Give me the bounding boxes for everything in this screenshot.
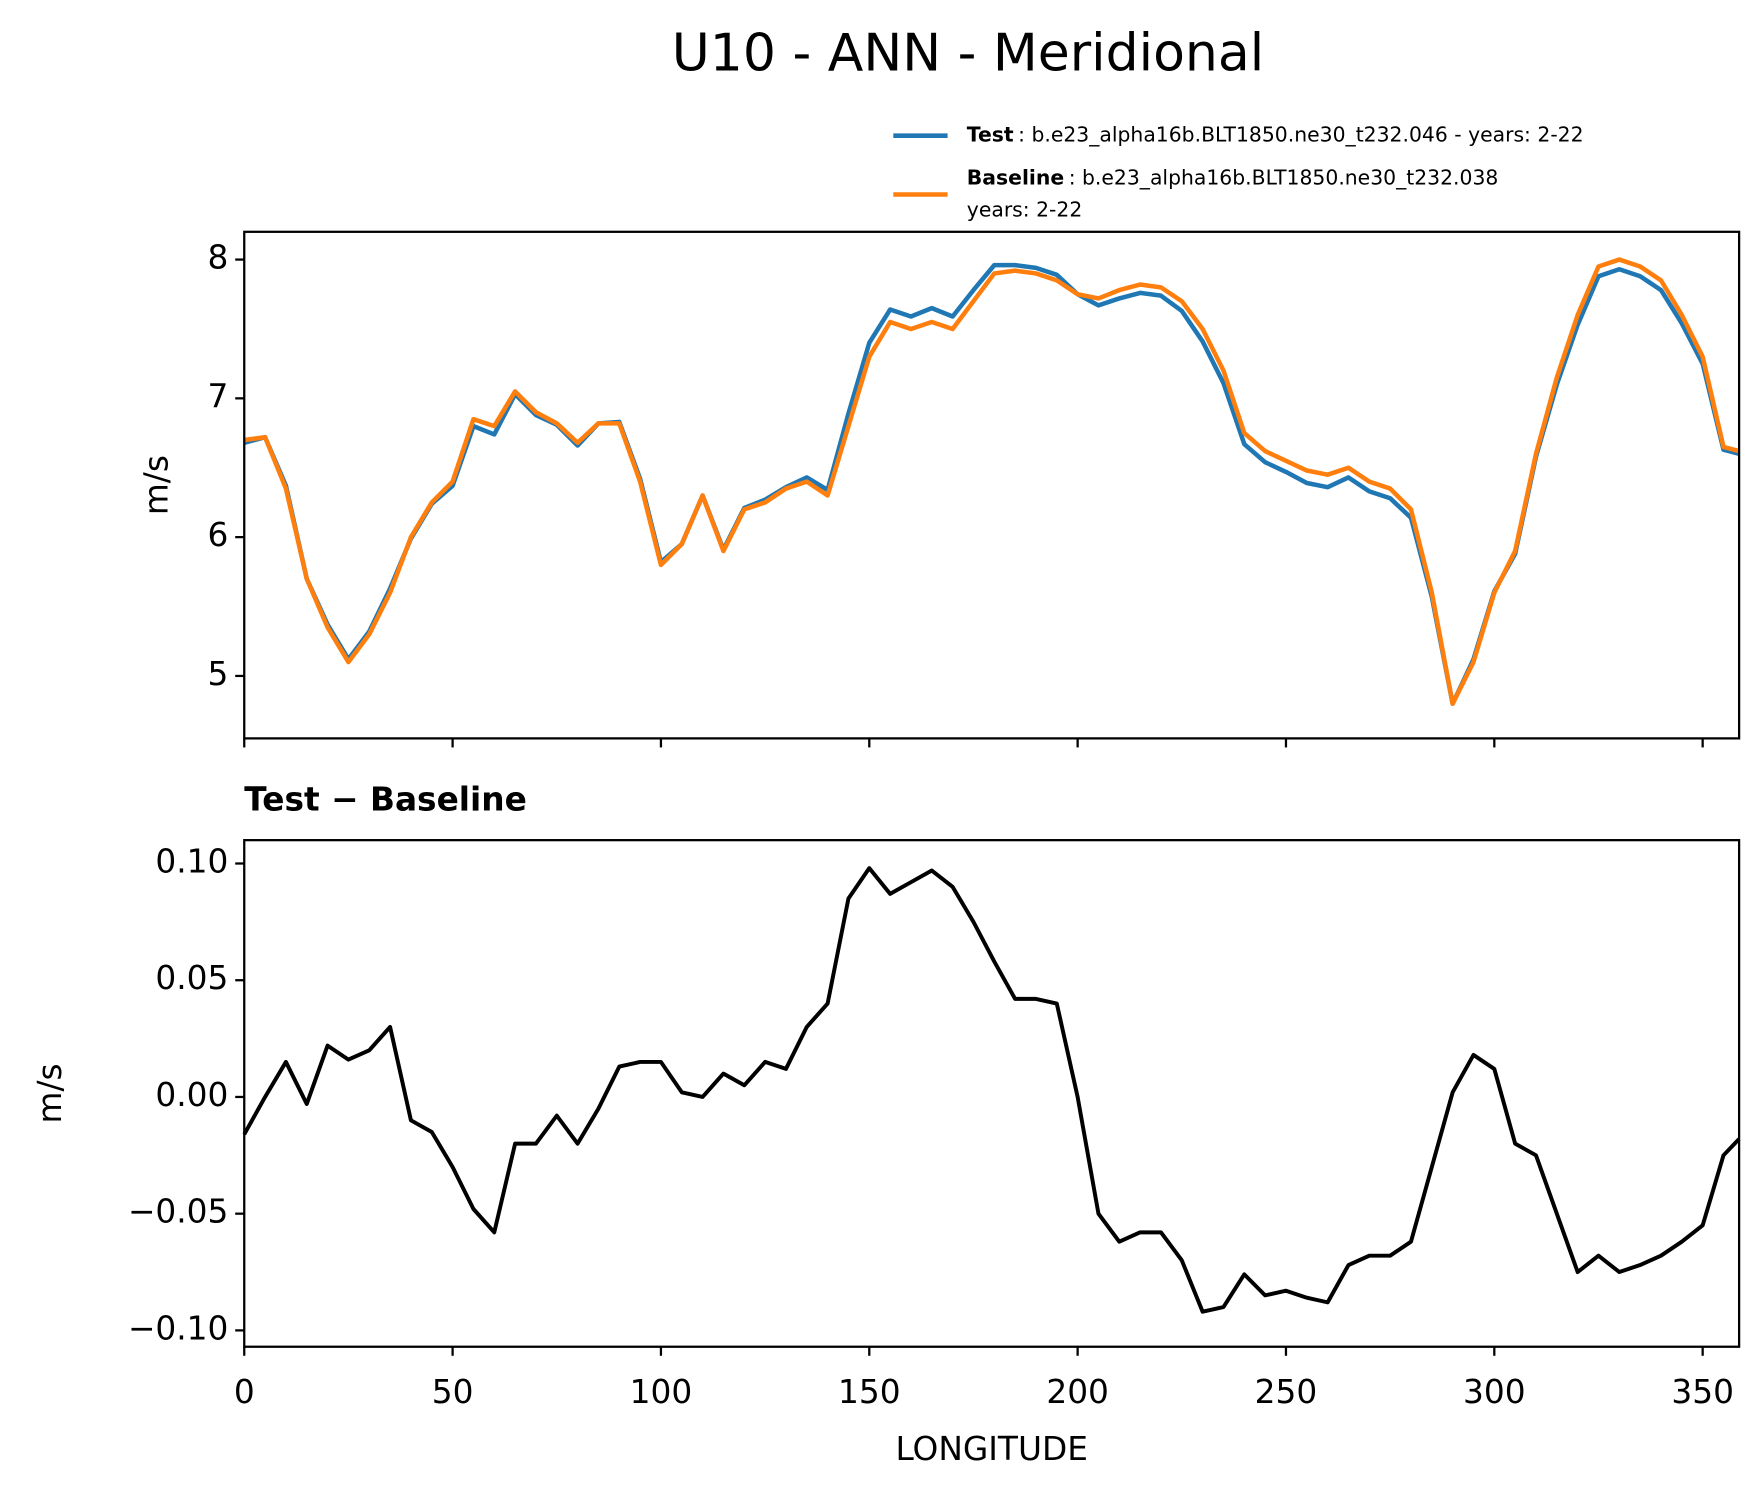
legend-text: : b.e23_alpha16b.BLT1850.ne30_t232.038 [1069, 166, 1499, 191]
y-axis-label: m/s [31, 1063, 69, 1123]
x-tick-label: 0 [234, 1373, 255, 1411]
y-tick-label: 0.00 [155, 1076, 228, 1114]
y-tick-label: 0.05 [155, 959, 228, 997]
plot-frame [243, 230, 1741, 740]
legend-text: years: 2-22 [967, 197, 1082, 221]
plot-frame [243, 839, 1741, 1348]
x-tick-label: 150 [838, 1373, 901, 1411]
legend-text: : b.e23_alpha16b.BLT1850.ne30_t232.046 -… [1018, 123, 1583, 148]
y-tick-label: −0.05 [128, 1193, 228, 1231]
y-tick-label: 7 [208, 377, 229, 415]
y-tick-label: 6 [208, 516, 229, 554]
legend-label: Baseline: b.e23_alpha16b.BLT1850.ne30_t2… [967, 166, 1499, 191]
legend-name: Baseline [967, 166, 1064, 190]
data-line [243, 257, 1740, 706]
y-tick-label: 0.10 [155, 843, 228, 881]
subplot-title: Test − Baseline [244, 781, 527, 819]
chart-title: U10 - ANN - Meridional [672, 24, 1264, 84]
x-tick-label: 250 [1255, 1373, 1318, 1411]
x-tick-label: 350 [1671, 1373, 1734, 1411]
x-tick-label: 300 [1463, 1373, 1526, 1411]
legend-name: Test [967, 123, 1014, 147]
x-tick-label: 50 [432, 1373, 474, 1411]
y-tick-label: 5 [208, 655, 229, 693]
y-tick-label: −0.10 [128, 1309, 228, 1347]
legend-label: Test: b.e23_alpha16b.BLT1850.ne30_t232.0… [967, 123, 1584, 148]
x-axis-label: LONGITUDE [895, 1430, 1087, 1468]
x-tick-label: 100 [630, 1373, 693, 1411]
y-tick-label: 8 [208, 239, 229, 277]
data-line [243, 262, 1740, 706]
x-tick-label: 200 [1046, 1373, 1109, 1411]
data-line [242, 866, 1741, 1314]
y-axis-label: m/s [137, 455, 175, 515]
